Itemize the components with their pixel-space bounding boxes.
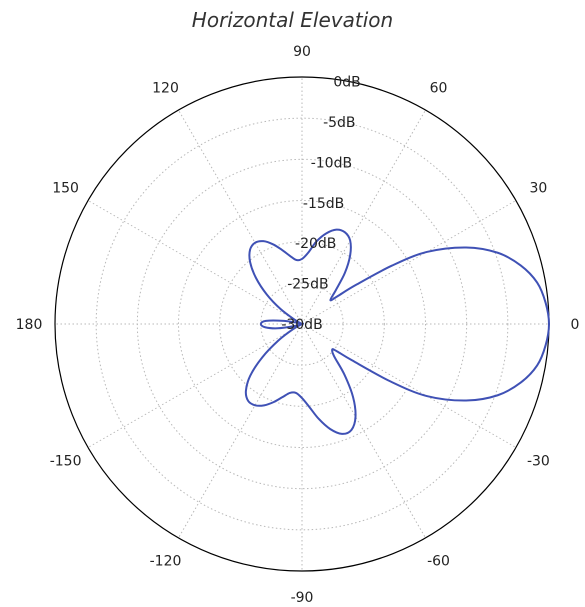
grid-spoke bbox=[87, 200, 303, 325]
angular-tick-label: -30 bbox=[527, 454, 550, 470]
angular-tick-label: 30 bbox=[529, 181, 547, 197]
radial-tick-label: -10dB bbox=[311, 155, 352, 171]
angular-tick-label: -120 bbox=[150, 553, 182, 569]
angular-tick-label: 60 bbox=[430, 81, 448, 97]
grid-ring bbox=[95, 117, 509, 531]
radial-tick-label: -5dB bbox=[323, 115, 355, 131]
radial-tick-labels: 0dB -5dB -10dB -15dB -20dB -25dB -30dB bbox=[281, 75, 360, 334]
grid-spoke bbox=[301, 109, 426, 325]
radial-tick-label: -15dB bbox=[303, 196, 344, 212]
series-line bbox=[244, 228, 551, 435]
grid-spoke bbox=[178, 109, 303, 325]
angular-tick-label: 180 bbox=[16, 317, 43, 333]
grid-spoke bbox=[87, 323, 303, 448]
angular-tick-label: 120 bbox=[152, 81, 179, 97]
angular-tick-label: 90 bbox=[293, 44, 311, 60]
chart-title: Horizontal Elevation bbox=[191, 8, 394, 32]
grid-spoke bbox=[301, 323, 426, 539]
radial-tick-label: 0dB bbox=[333, 75, 360, 91]
angular-tick-labels: 0 30 60 90 120 150 180 -150 -120 -90 -60 -30 bbox=[16, 44, 580, 606]
angular-tick-label: -150 bbox=[50, 454, 82, 470]
grid-spoke bbox=[178, 323, 303, 539]
series-layer bbox=[244, 228, 551, 435]
angular-tick-label: 150 bbox=[52, 181, 79, 197]
grid-ring bbox=[178, 200, 426, 448]
grid-spoke bbox=[301, 323, 517, 448]
grid-ring bbox=[219, 241, 385, 407]
radial-tick-label: -20dB bbox=[295, 236, 336, 252]
angular-tick-label: -60 bbox=[427, 553, 450, 569]
angular-tick-label: -90 bbox=[291, 590, 314, 606]
radial-tick-label: -25dB bbox=[287, 277, 328, 293]
grid-spoke bbox=[301, 200, 517, 325]
radial-tick-label: -30dB bbox=[281, 317, 322, 333]
angular-tick-label: 0 bbox=[571, 317, 580, 333]
